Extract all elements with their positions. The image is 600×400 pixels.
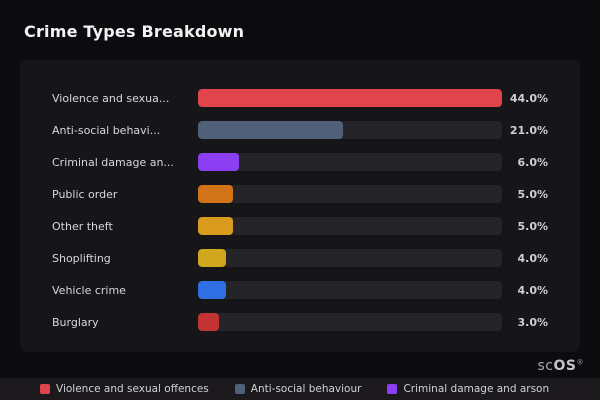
bar-category-label: Vehicle crime — [52, 283, 126, 297]
bar-track — [198, 153, 502, 171]
watermark-registered-mark: ® — [576, 358, 584, 367]
bar-track — [198, 121, 502, 139]
bar-value-label: 5.0% — [517, 219, 548, 233]
bar-track — [198, 313, 502, 331]
legend-swatch-icon — [40, 384, 50, 394]
bar-track — [198, 89, 502, 107]
bar-track — [198, 281, 502, 299]
bar-value-label: 44.0% — [509, 91, 548, 105]
bar-row: Vehicle crime 4.0% — [52, 274, 548, 306]
bar-value-label: 21.0% — [509, 123, 548, 137]
bar-value-label: 6.0% — [517, 155, 548, 169]
bar-segment[interactable] — [198, 249, 226, 267]
legend-label: Criminal damage and arson — [403, 383, 550, 395]
bar-row: Violence and sexua... 44.0% — [52, 82, 548, 114]
bar-value-label: 3.0% — [517, 315, 548, 329]
bar-track — [198, 249, 502, 267]
crime-types-chart-card: Violence and sexua... 44.0% Anti-social be… — [20, 60, 580, 352]
legend-item[interactable]: Criminal damage and arson — [387, 383, 549, 395]
legend-item[interactable]: Violence and sexual offences — [40, 383, 209, 395]
legend-item[interactable]: Anti-social behaviour — [234, 383, 362, 395]
bar-value-label: 4.0% — [517, 251, 548, 265]
legend-label: Violence and sexual offences — [56, 383, 209, 395]
bar-track — [198, 185, 502, 203]
bar-track — [198, 217, 502, 235]
bar-category-label: Other theft — [52, 219, 113, 233]
legend-label: Anti-social behaviour — [250, 383, 362, 395]
bar-category-label: Burglary — [52, 315, 99, 329]
bar-segment[interactable] — [198, 89, 502, 107]
bar-category-label: Violence and sexua... — [52, 91, 170, 105]
bar-category-label: Criminal damage an... — [52, 155, 174, 169]
bar-segment[interactable] — [198, 185, 233, 203]
watermark-main: OS — [553, 358, 577, 374]
bar-category-label: Shoplifting — [52, 251, 111, 265]
bar-segment[interactable] — [198, 217, 233, 235]
bar-value-label: 4.0% — [517, 283, 548, 297]
bar-segment[interactable] — [198, 313, 219, 331]
bar-row: Criminal damage an... 6.0% — [52, 146, 548, 178]
bar-segment[interactable] — [198, 153, 240, 171]
legend-swatch-icon — [234, 384, 245, 394]
bar-category-label: Anti-social behavi... — [52, 123, 161, 137]
bar-segment[interactable] — [198, 281, 226, 299]
bar-row: Public order 5.0% — [52, 178, 548, 210]
bar-rows: Violence and sexua... 44.0% Anti-social be… — [52, 82, 548, 338]
bar-row: Other theft 5.0% — [52, 210, 548, 242]
bar-row: Shoplifting 4.0% — [52, 242, 548, 274]
bar-value-label: 5.0% — [517, 187, 548, 201]
watermark-prefix: sc — [537, 358, 554, 374]
legend-swatch-icon — [387, 384, 398, 394]
scos-watermark: scOS® — [538, 358, 584, 374]
page-title: Crime Types Breakdown — [24, 22, 245, 41]
chart-legend: Violence and sexual offences Anti-social … — [0, 378, 600, 400]
bar-row: Burglary 3.0% — [52, 306, 548, 338]
bar-category-label: Public order — [52, 187, 118, 201]
bar-segment[interactable] — [198, 121, 344, 139]
bar-row: Anti-social behavi... 21.0% — [52, 114, 548, 146]
